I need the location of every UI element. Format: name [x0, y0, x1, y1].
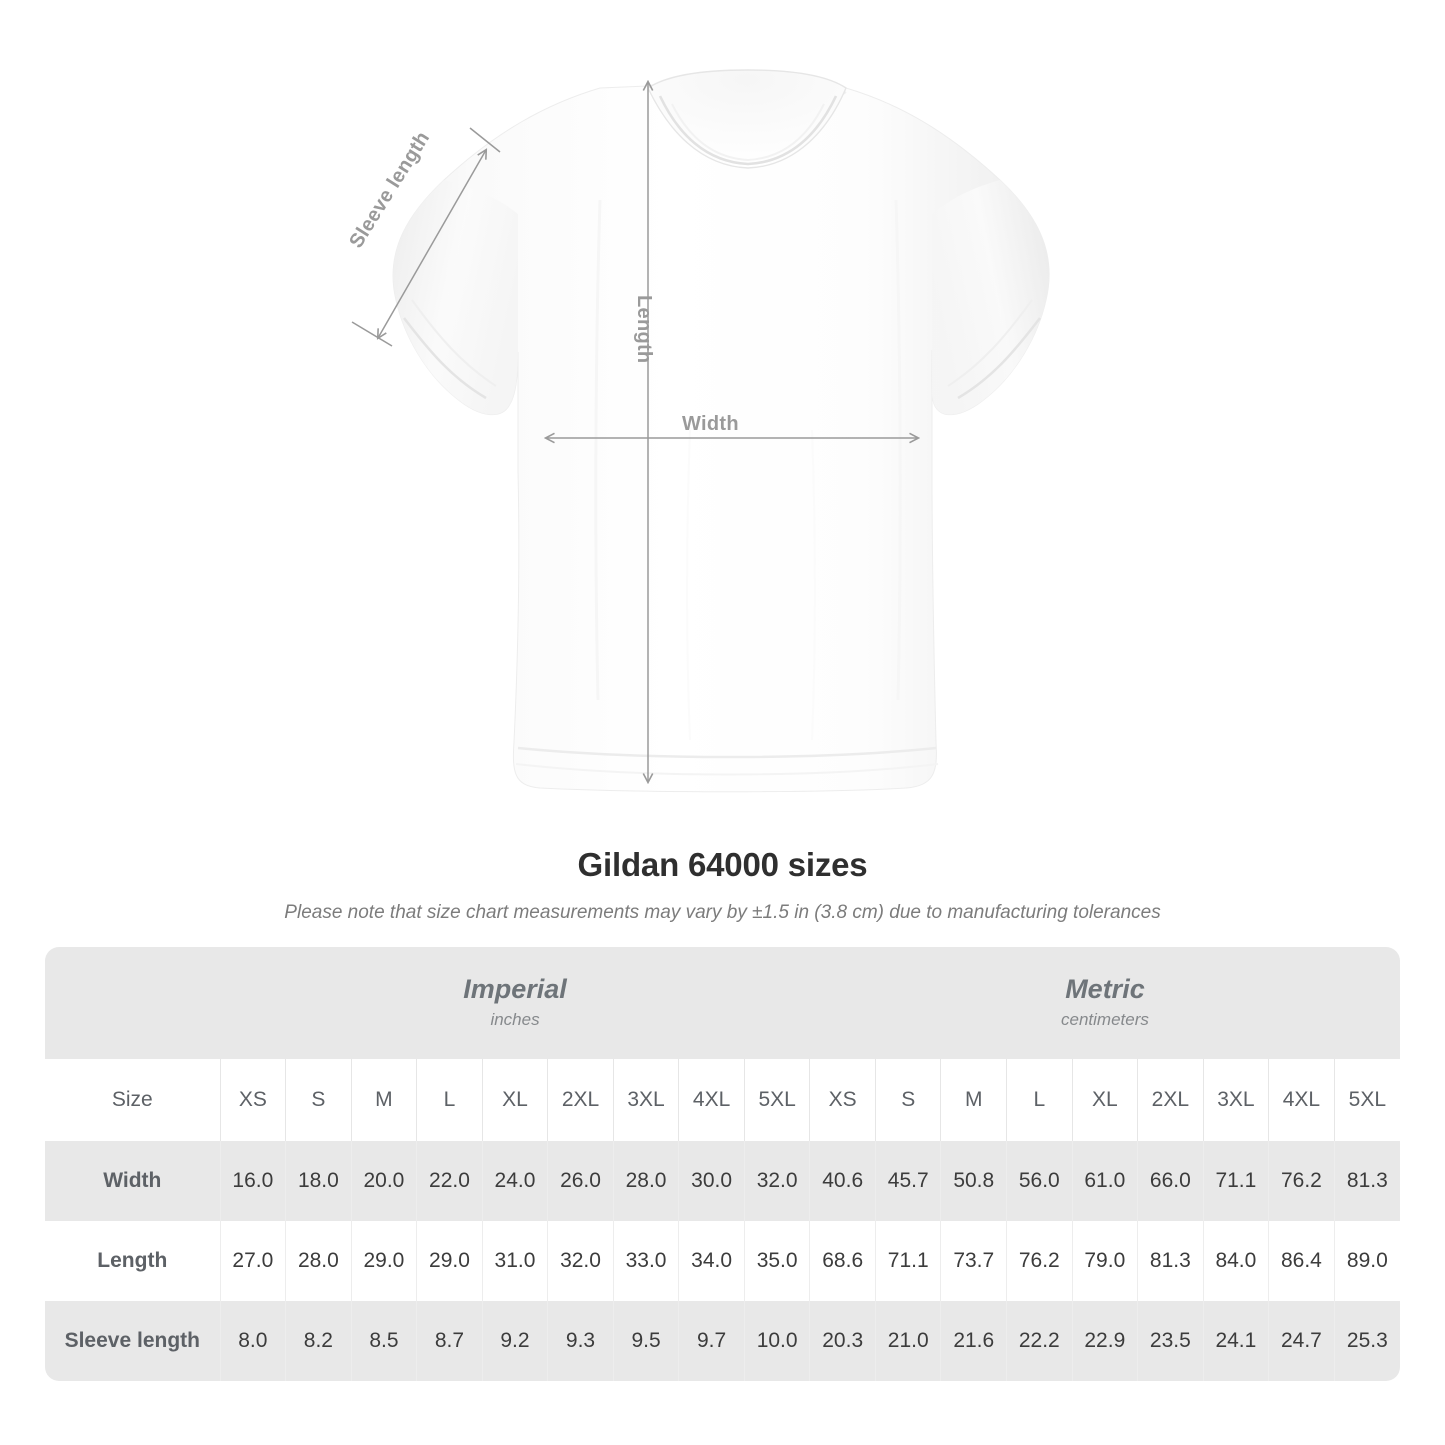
unit-imperial-cell: Imperial inches — [220, 947, 810, 1059]
size-col-metric-2xl: 2XL — [1137, 1059, 1204, 1141]
cell-width-metric-5xl: 81.3 — [1333, 1141, 1400, 1221]
cell-width-imperial-xl: 24.0 — [481, 1141, 548, 1221]
size-col-imperial-2xl: 2XL — [547, 1059, 614, 1141]
width-label: Width — [682, 413, 739, 435]
row-label-sleeve-length: Sleeve length — [45, 1301, 221, 1381]
cell-width-metric-m: 50.8 — [940, 1141, 1007, 1221]
cell-length-metric-3xl: 84.0 — [1202, 1221, 1269, 1301]
table-row: Sleeve length 8.0 8.2 8.5 8.7 9.2 9.3 9.… — [45, 1301, 1400, 1381]
length-label: Length — [633, 295, 655, 364]
page-title: Gildan 64000 sizes — [577, 846, 868, 883]
unit-header-row: Imperial inches Metric centimeters — [45, 947, 1400, 1059]
size-col-imperial-m: M — [350, 1059, 417, 1141]
size-col-imperial-l: L — [416, 1059, 483, 1141]
cell-length-imperial-m: 29.0 — [350, 1221, 417, 1301]
cell-width-metric-3xl: 71.1 — [1202, 1141, 1269, 1221]
size-col-metric-s: S — [874, 1059, 941, 1141]
size-col-metric-l: L — [1006, 1059, 1073, 1141]
size-col-imperial-3xl: 3XL — [612, 1059, 679, 1141]
cell-length-metric-m: 73.7 — [940, 1221, 1007, 1301]
size-header-label: Size — [45, 1059, 221, 1141]
row-label-width: Width — [45, 1141, 221, 1221]
cell-length-imperial-2xl: 32.0 — [547, 1221, 614, 1301]
size-col-metric-xs: XS — [809, 1059, 876, 1141]
cell-length-metric-xl: 79.0 — [1071, 1221, 1138, 1301]
cell-length-metric-2xl: 81.3 — [1137, 1221, 1204, 1301]
tshirt-graphic — [351, 69, 1050, 793]
size-col-imperial-xs: XS — [219, 1059, 286, 1141]
cell-width-imperial-m: 20.0 — [350, 1141, 417, 1221]
unit-metric-name: Metric — [1065, 974, 1145, 1005]
table-row: Length 27.0 28.0 29.0 29.0 31.0 32.0 33.… — [45, 1221, 1400, 1301]
size-header-row: Size XS S M L XL 2XL 3XL 4XL 5XL XS S M … — [45, 1059, 1400, 1141]
cell-sleeve-metric-s: 21.0 — [874, 1301, 941, 1381]
cell-width-imperial-4xl: 30.0 — [678, 1141, 745, 1221]
cell-width-imperial-l: 22.0 — [416, 1141, 483, 1221]
cell-length-metric-xs: 68.6 — [809, 1221, 876, 1301]
tolerance-note: Please note that size chart measurements… — [284, 902, 1161, 923]
cell-width-metric-l: 56.0 — [1006, 1141, 1073, 1221]
cell-width-metric-2xl: 66.0 — [1137, 1141, 1204, 1221]
unit-metric-sub: centimeters — [1061, 1010, 1149, 1030]
cell-length-imperial-l: 29.0 — [416, 1221, 483, 1301]
cell-sleeve-imperial-xl: 9.2 — [481, 1301, 548, 1381]
cell-width-metric-s: 45.7 — [874, 1141, 941, 1221]
cell-sleeve-metric-2xl: 23.5 — [1137, 1301, 1204, 1381]
size-col-metric-4xl: 4XL — [1268, 1059, 1335, 1141]
size-col-metric-3xl: 3XL — [1202, 1059, 1269, 1141]
size-col-imperial-5xl: 5XL — [743, 1059, 810, 1141]
tshirt-illustration: Sleeve length Length Width — [345, 69, 1050, 793]
unit-spacer-cell — [45, 947, 221, 1059]
measurement-guides — [351, 82, 918, 782]
cell-sleeve-imperial-2xl: 9.3 — [547, 1301, 614, 1381]
cell-sleeve-imperial-s: 8.2 — [285, 1301, 352, 1381]
size-col-imperial-xl: XL — [481, 1059, 548, 1141]
cell-length-metric-5xl: 89.0 — [1333, 1221, 1400, 1301]
cell-length-imperial-s: 28.0 — [285, 1221, 352, 1301]
cell-sleeve-imperial-5xl: 10.0 — [743, 1301, 810, 1381]
cell-length-imperial-xl: 31.0 — [481, 1221, 548, 1301]
cell-width-imperial-3xl: 28.0 — [612, 1141, 679, 1221]
size-col-metric-m: M — [940, 1059, 1007, 1141]
cell-width-metric-xl: 61.0 — [1071, 1141, 1138, 1221]
cell-sleeve-imperial-m: 8.5 — [350, 1301, 417, 1381]
cell-sleeve-metric-m: 21.6 — [940, 1301, 1007, 1381]
cell-width-imperial-5xl: 32.0 — [743, 1141, 810, 1221]
cell-length-imperial-4xl: 34.0 — [678, 1221, 745, 1301]
size-col-imperial-4xl: 4XL — [678, 1059, 745, 1141]
size-chart-table-wrapper: Imperial inches Metric centimeters Size … — [45, 947, 1400, 1381]
table-row: Width 16.0 18.0 20.0 22.0 24.0 26.0 28.0… — [45, 1141, 1400, 1221]
cell-sleeve-imperial-l: 8.7 — [416, 1301, 483, 1381]
cell-sleeve-metric-4xl: 24.7 — [1268, 1301, 1335, 1381]
cell-width-imperial-2xl: 26.0 — [547, 1141, 614, 1221]
size-col-imperial-s: S — [285, 1059, 352, 1141]
cell-length-metric-4xl: 86.4 — [1268, 1221, 1335, 1301]
unit-metric-cell: Metric centimeters — [809, 947, 1400, 1059]
cell-sleeve-metric-xs: 20.3 — [809, 1301, 876, 1381]
cell-sleeve-metric-l: 22.2 — [1006, 1301, 1073, 1381]
size-col-metric-xl: XL — [1071, 1059, 1138, 1141]
cell-sleeve-metric-5xl: 25.3 — [1333, 1301, 1400, 1381]
cell-width-imperial-xs: 16.0 — [219, 1141, 286, 1221]
sleeve-length-arrow — [378, 150, 486, 338]
cell-length-metric-s: 71.1 — [874, 1221, 941, 1301]
cell-sleeve-metric-3xl: 24.1 — [1202, 1301, 1269, 1381]
cell-sleeve-metric-xl: 22.9 — [1071, 1301, 1138, 1381]
row-label-length: Length — [45, 1221, 221, 1301]
cell-length-metric-l: 76.2 — [1006, 1221, 1073, 1301]
chart-heading: Gildan 64000 sizes Please note that size… — [0, 830, 1445, 924]
cell-sleeve-imperial-xs: 8.0 — [219, 1301, 286, 1381]
unit-imperial-name: Imperial — [463, 974, 567, 1005]
cell-width-imperial-s: 18.0 — [285, 1141, 352, 1221]
cell-length-imperial-3xl: 33.0 — [612, 1221, 679, 1301]
unit-imperial-sub: inches — [490, 1010, 540, 1030]
size-col-metric-5xl: 5XL — [1333, 1059, 1400, 1141]
cell-length-imperial-xs: 27.0 — [219, 1221, 286, 1301]
cell-width-metric-xs: 40.6 — [809, 1141, 876, 1221]
cell-sleeve-imperial-4xl: 9.7 — [678, 1301, 745, 1381]
cell-length-imperial-5xl: 35.0 — [743, 1221, 810, 1301]
cell-sleeve-imperial-3xl: 9.5 — [612, 1301, 679, 1381]
cell-width-metric-4xl: 76.2 — [1268, 1141, 1335, 1221]
size-chart-table: Imperial inches Metric centimeters Size … — [45, 947, 1400, 1381]
